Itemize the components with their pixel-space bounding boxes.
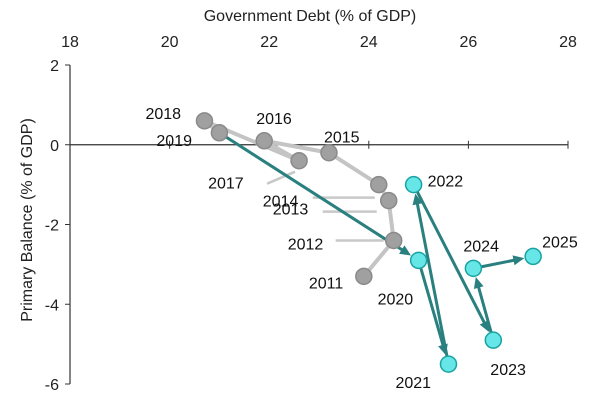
y-axis-title: Primary Balance (% of GDP): [19, 118, 36, 322]
x-tick-label: 28: [559, 34, 577, 51]
series-segment: [217, 131, 406, 253]
point-label: 2014: [263, 194, 299, 211]
arrow-head: [512, 255, 525, 266]
data-point: [384, 231, 403, 250]
point-label: 2019: [156, 133, 192, 150]
data-point: [210, 124, 229, 142]
arrow-head: [412, 193, 423, 206]
point-label: 2022: [428, 174, 464, 191]
data-point: [195, 112, 214, 130]
point-label: 2023: [490, 362, 526, 379]
point-label: 2016: [256, 111, 292, 128]
data-point: [379, 191, 398, 210]
label-leader-line: [266, 170, 296, 185]
y-tick-label: 2: [50, 58, 59, 75]
point-label: 2011: [309, 275, 344, 292]
data-point: [255, 132, 273, 150]
data-point: [290, 151, 308, 170]
y-tick-label: -6: [45, 377, 59, 394]
data-point: [484, 331, 503, 349]
series-segment: [476, 283, 495, 342]
x-tick-label: 22: [260, 34, 278, 51]
data-point: [409, 251, 428, 270]
point-label: 2021: [395, 375, 431, 392]
arrow-head: [479, 320, 490, 333]
data-point: [370, 175, 388, 194]
x-axis-title: Government Debt (% of GDP): [204, 8, 417, 25]
data-point: [320, 143, 338, 162]
point-label: 2012: [288, 236, 324, 253]
y-tick-label: 0: [50, 138, 59, 155]
data-point: [524, 247, 542, 266]
point-label: 2018: [145, 106, 181, 123]
series-segment: [412, 183, 488, 327]
data-point: [404, 175, 423, 194]
series-segment: [417, 258, 446, 350]
point-label: 2013: [273, 202, 309, 219]
series-segment: [326, 150, 381, 187]
point-label: 2024: [463, 238, 499, 255]
arrow-head: [399, 245, 412, 256]
point-label: 2015: [324, 130, 360, 147]
data-point: [439, 355, 458, 373]
x-tick-label: 20: [161, 34, 179, 51]
arrow-head: [473, 277, 484, 289]
data-point: [355, 267, 373, 286]
series-segment: [415, 199, 450, 366]
x-tick-label: 26: [460, 34, 478, 51]
y-tick-label: -2: [45, 218, 59, 235]
x-tick-label: 18: [61, 34, 79, 51]
series-segment: [262, 138, 331, 155]
data-points: [195, 112, 542, 373]
point-label: 2020: [378, 291, 414, 308]
point-label: 2017: [208, 176, 244, 193]
data-point: [464, 259, 483, 278]
point-label: 2025: [542, 234, 578, 251]
x-tick-label: 24: [360, 34, 378, 51]
y-tick-label: -4: [45, 297, 59, 314]
